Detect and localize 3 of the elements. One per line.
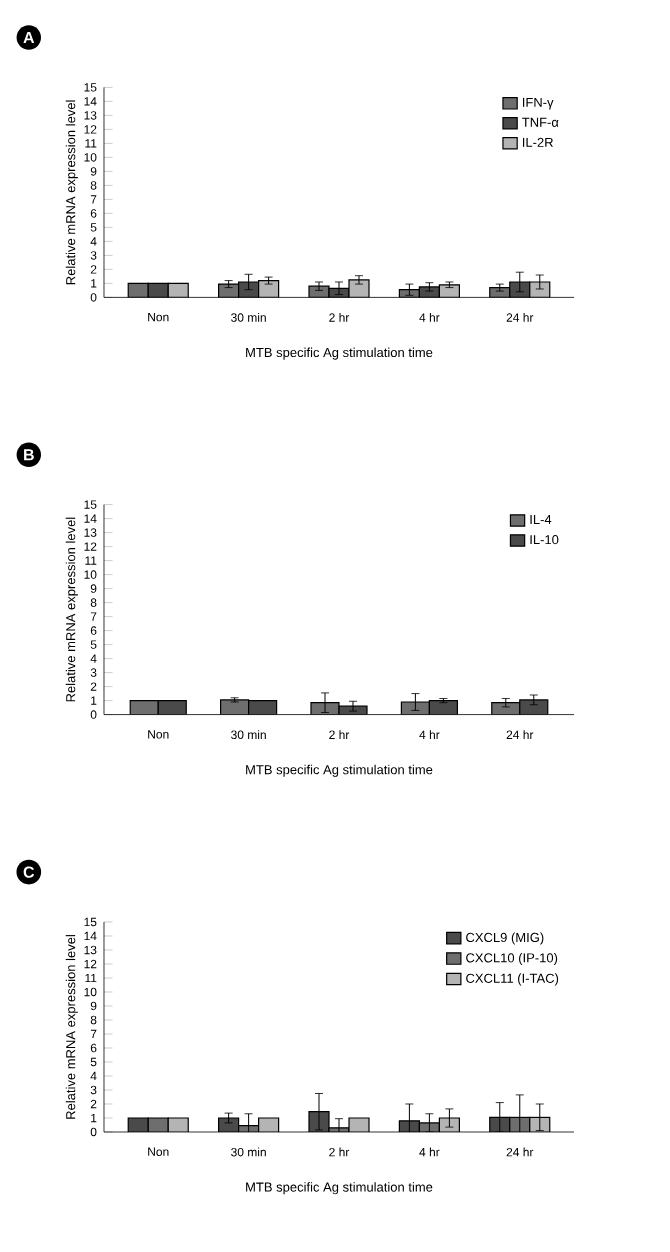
chart-title: B	[24, 449, 34, 461]
chart-title: C	[23, 866, 35, 878]
chart-title: A	[23, 32, 35, 44]
